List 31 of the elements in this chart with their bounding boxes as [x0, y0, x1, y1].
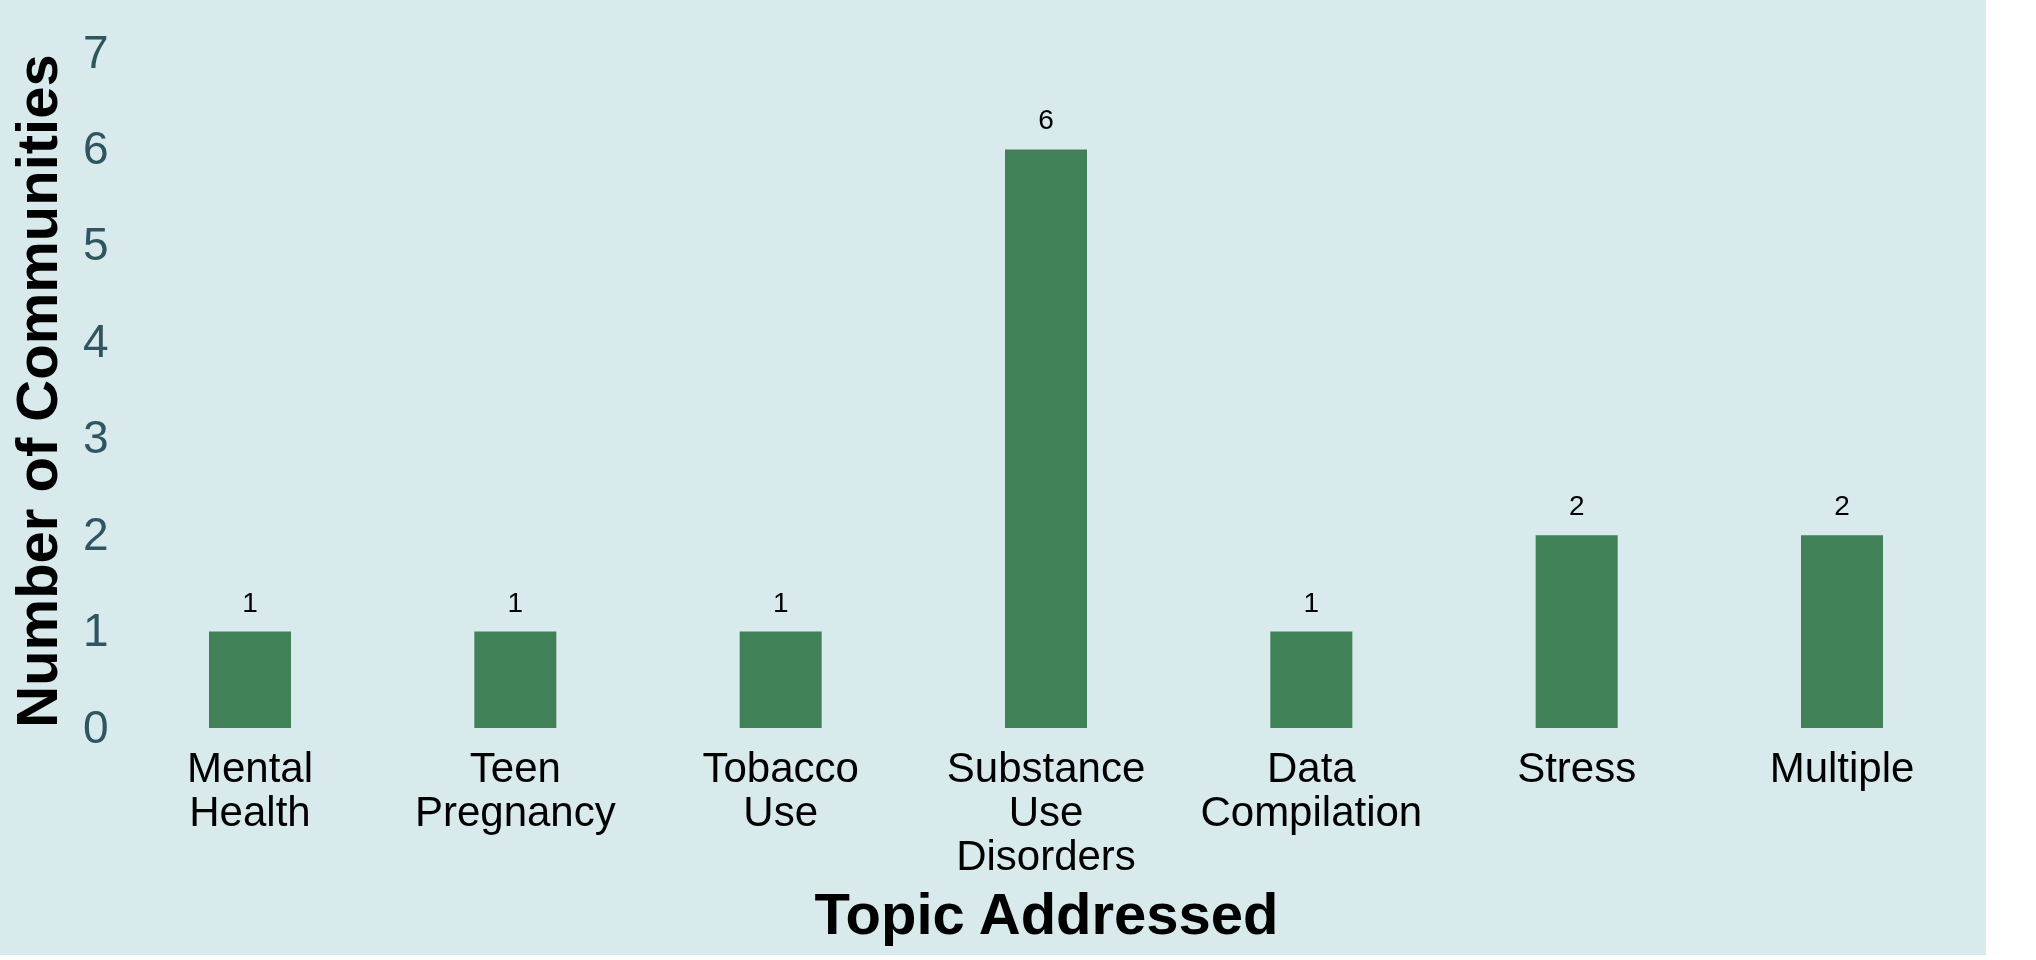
y-tick-label: 0 — [82, 700, 109, 753]
data-label: 1 — [1303, 586, 1320, 618]
y-tick-label: 1 — [82, 604, 109, 657]
data-label: 2 — [1568, 490, 1585, 522]
bar — [1535, 535, 1618, 728]
data-label: 1 — [242, 586, 258, 618]
y-tick-label: 5 — [82, 218, 109, 271]
x-tick-label: Mental Health — [186, 743, 314, 835]
x-tick-label: Data Compilation — [1200, 743, 1423, 835]
bar — [1270, 631, 1353, 728]
x-tick-label: Stress — [1517, 743, 1637, 791]
bar — [208, 631, 291, 728]
data-label: 1 — [507, 586, 524, 618]
y-axis-title: Number of Communities — [3, 54, 69, 728]
x-tick-label: Substance Use Disorders — [946, 743, 1146, 879]
y-tick-label: 2 — [82, 507, 109, 560]
bar — [1005, 149, 1087, 728]
x-tick-label: Teen Pregnancy — [414, 743, 616, 835]
y-tick-label: 7 — [82, 25, 109, 78]
y-tick-label: 4 — [82, 314, 109, 367]
y-tick-label: 3 — [82, 411, 109, 464]
x-tick-label: Multiple — [1769, 743, 1915, 791]
data-label: 6 — [1038, 104, 1054, 136]
bar — [474, 631, 557, 728]
data-label: 2 — [1834, 490, 1850, 522]
bar — [1801, 535, 1884, 728]
x-axis-title: Topic Addressed — [814, 880, 1279, 946]
bar — [739, 631, 822, 728]
data-label: 1 — [772, 586, 789, 618]
y-tick-label: 6 — [82, 121, 109, 174]
x-tick-label: Tobacco Use — [702, 743, 859, 835]
